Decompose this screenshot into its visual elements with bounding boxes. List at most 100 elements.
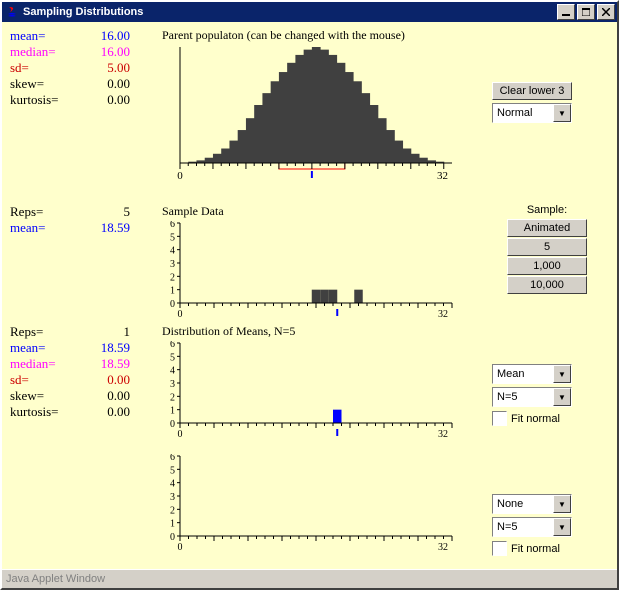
parent-chart-title: Parent populaton (can be changed with th… [162, 28, 462, 43]
svg-text:1: 1 [170, 286, 175, 297]
stat-label: mean= [10, 220, 45, 236]
maximize-button[interactable] [577, 4, 595, 20]
stat-value: 5.00 [107, 60, 130, 76]
stat-label: kurtosis= [10, 404, 59, 420]
stat-select-4[interactable]: None ▼ [492, 494, 572, 514]
stat-select-4-value: None [497, 498, 523, 510]
stat-value: 1 [124, 324, 131, 340]
svg-text:0: 0 [178, 429, 183, 440]
stat-label: median= [10, 44, 56, 60]
stat-value: 0.00 [107, 404, 130, 420]
parent-chart[interactable]: Parent populaton (can be changed with th… [162, 28, 462, 185]
section-dist-4: 0123456032 None ▼ N=5 ▼ Fit normal [2, 454, 617, 574]
stat-label: median= [10, 356, 56, 372]
section-parent: mean= 16.00 median= 16.00 sd= 5.00skew=0.00ku… [2, 28, 617, 188]
sample-button-5[interactable]: 5 [507, 238, 587, 256]
svg-text:5: 5 [170, 232, 175, 243]
stat-select-3[interactable]: Mean ▼ [492, 364, 572, 384]
svg-text:0: 0 [178, 309, 183, 320]
stat-value: 0.00 [107, 388, 130, 404]
n-select-3[interactable]: N=5 ▼ [492, 387, 572, 407]
stat-value: 16.00 [101, 28, 130, 44]
svg-text:2: 2 [170, 505, 175, 516]
svg-text:0: 0 [177, 170, 183, 182]
sample-controls: Sample: Animated51,00010,000 [492, 204, 602, 295]
stat-value: 18.59 [101, 356, 130, 372]
minimize-button[interactable] [557, 4, 575, 20]
svg-text:1: 1 [170, 406, 175, 417]
stat-row: skew= 0.00 [10, 388, 130, 404]
window-title: Sampling Distributions [23, 6, 557, 18]
distribution-select-value: Normal [497, 107, 532, 119]
stat-row: median= 16.00 [10, 44, 130, 60]
chevron-down-icon: ▼ [553, 388, 571, 406]
stat-label: kurtosis= [10, 92, 59, 108]
sample-chart: Sample Data 0123456032 [162, 204, 462, 321]
java-icon [4, 4, 20, 20]
distribution-select[interactable]: Normal ▼ [492, 103, 572, 123]
section-sample-data: Reps=5mean=18.59 Sample Data 0123456032 … [2, 204, 617, 324]
chevron-down-icon: ▼ [553, 518, 571, 536]
chevron-down-icon: ▼ [553, 365, 571, 383]
parent-stats: mean= 16.00 median= 16.00 sd= 5.00skew=0.00ku… [10, 28, 130, 108]
stat-label: Reps= [10, 324, 43, 340]
svg-text:32: 32 [437, 170, 448, 182]
chart4-area: 0123456032 [162, 454, 462, 554]
n-select-4[interactable]: N=5 ▼ [492, 517, 572, 537]
svg-text:0: 0 [170, 299, 175, 310]
main-window: Sampling Distributions mean=16.00median=… [0, 0, 619, 590]
stat-label: sd= [10, 372, 29, 388]
stat-row: kurtosis= 0.00 [10, 404, 130, 420]
stat-value: 0.00 [107, 372, 130, 388]
svg-text:4: 4 [170, 366, 175, 377]
fit-normal-row-4: Fit normal [492, 541, 602, 556]
close-button[interactable] [597, 4, 615, 20]
sample-button-1000[interactable]: 1,000 [507, 257, 587, 275]
svg-text:3: 3 [170, 492, 175, 503]
svg-text:4: 4 [170, 246, 175, 257]
stat-row: skew=0.00 [10, 76, 130, 92]
sample-button-animated[interactable]: Animated [507, 219, 587, 237]
stat-label: Reps= [10, 204, 43, 220]
stat-row: Reps= 1 [10, 324, 130, 340]
stat-value: 18.59 [101, 220, 130, 236]
svg-text:3: 3 [170, 259, 175, 270]
svg-text:32: 32 [438, 542, 448, 553]
stat-row: sd= 5.00 [10, 60, 130, 76]
svg-text:4: 4 [170, 479, 175, 490]
svg-text:0: 0 [178, 542, 183, 553]
svg-text:2: 2 [170, 392, 175, 403]
stat-label: sd= [10, 60, 29, 76]
dist-chart: Distribution of Means, N=5 0123456032 [162, 324, 462, 441]
n-select-3-value: N=5 [497, 391, 518, 403]
stat-value: 16.00 [101, 44, 130, 60]
svg-text:0: 0 [170, 419, 175, 430]
stat-row: median= 18.59 [10, 356, 130, 372]
svg-text:6: 6 [170, 341, 175, 350]
stat-row: sd= 0.00 [10, 372, 130, 388]
fit-normal-checkbox-3[interactable] [492, 411, 507, 426]
svg-text:6: 6 [170, 221, 175, 230]
sample-button-10000[interactable]: 10,000 [507, 276, 587, 294]
titlebar[interactable]: Sampling Distributions [2, 2, 617, 22]
status-text: Java Applet Window [6, 573, 105, 585]
stat-row: mean= 18.59 [10, 220, 130, 236]
stat-select-3-value: Mean [497, 368, 525, 380]
sample-heading: Sample: [492, 204, 602, 216]
stat-value: 0.00 [107, 76, 130, 92]
stat-row: mean=18.59 [10, 340, 130, 356]
n-select-4-value: N=5 [497, 521, 518, 533]
status-bar: Java Applet Window [2, 569, 617, 588]
chevron-down-icon: ▼ [553, 104, 571, 122]
sample-stats: Reps=5mean= 18.59 [10, 204, 130, 236]
svg-text:5: 5 [170, 465, 175, 476]
fit-normal-label-4: Fit normal [511, 543, 560, 555]
fit-normal-checkbox-4[interactable] [492, 541, 507, 556]
stat-row: Reps=5 [10, 204, 130, 220]
svg-text:1: 1 [170, 519, 175, 530]
stat-label: skew= [10, 388, 44, 404]
section-dist-means: Reps=1mean=18.59median=18.59sd=0.00skew=… [2, 324, 617, 444]
clear-lower-button[interactable]: Clear lower 3 [492, 82, 572, 100]
stat-label: mean= [10, 28, 45, 44]
svg-text:3: 3 [170, 379, 175, 390]
